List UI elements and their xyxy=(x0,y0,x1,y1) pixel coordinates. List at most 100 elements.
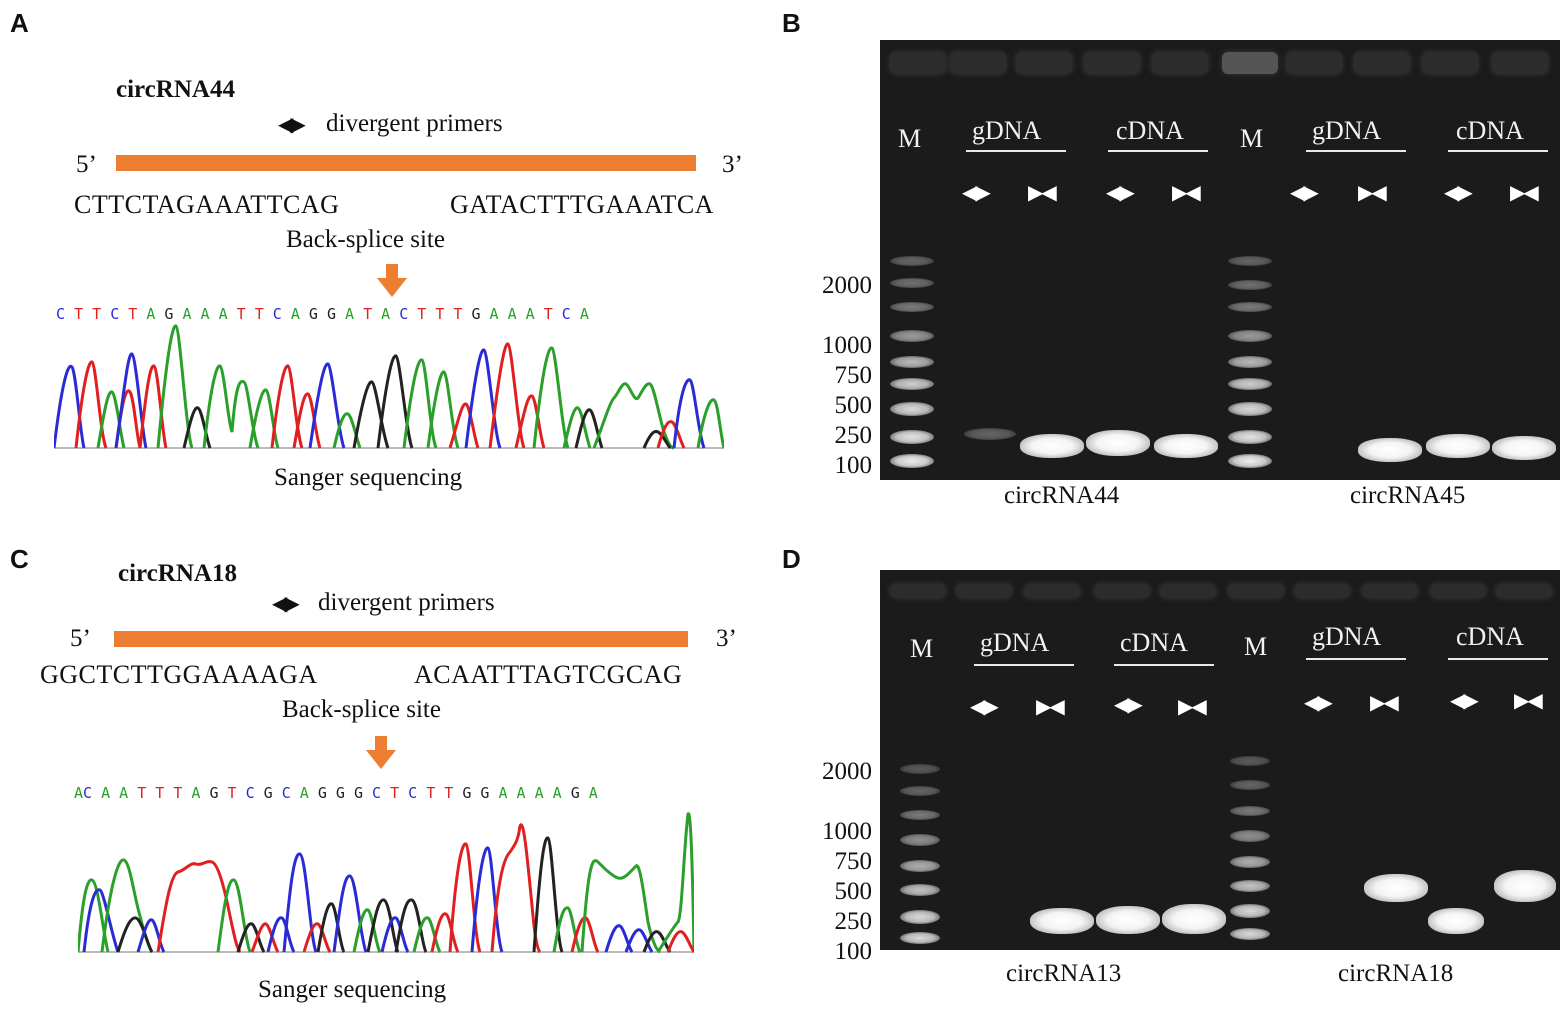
well xyxy=(950,52,1006,74)
five-prime-label: 5’ xyxy=(70,625,91,652)
well xyxy=(1228,584,1284,598)
circrna-bar xyxy=(116,155,696,171)
ladder-band xyxy=(1230,780,1270,790)
chromatogram-c xyxy=(78,812,694,954)
convergent-primer-icon: ▶◀ xyxy=(1370,690,1399,714)
ladder-band xyxy=(1228,280,1272,290)
circrna-bar xyxy=(114,631,688,647)
ladder-band xyxy=(900,932,940,944)
ladder-band xyxy=(1230,830,1270,842)
cdna-label-2: cDNA xyxy=(1456,116,1524,145)
ladder-band xyxy=(1230,928,1270,940)
divergent-primer-icon: ◀▶ xyxy=(1290,180,1319,204)
chromatogram-a xyxy=(54,324,724,450)
cdna-label-1: cDNA xyxy=(1116,116,1184,145)
well xyxy=(1362,584,1418,598)
well xyxy=(1430,584,1486,598)
divergent-primer-icon: ◀▶ xyxy=(1450,688,1479,712)
ladder-band xyxy=(1228,430,1272,444)
ladder-band xyxy=(890,330,934,342)
ladder-band xyxy=(890,378,934,390)
divergent-primer-icon: ◀▶ xyxy=(1114,692,1143,716)
underline xyxy=(1448,150,1548,152)
gel-image-d: M gDNA cDNA M gDNA cDNA ◀▶ ▶◀ ◀▶ ▶◀ ◀▶ ▶… xyxy=(880,570,1560,950)
panel-letter-b: B xyxy=(782,8,801,38)
panel-letter-c: C xyxy=(10,544,29,574)
ladder-band xyxy=(900,884,940,896)
ladder-band xyxy=(900,834,940,846)
ladder-label-100: 100 xyxy=(834,938,873,965)
underline xyxy=(1306,150,1406,152)
ladder-band xyxy=(890,278,934,288)
ladder-label-750: 750 xyxy=(834,362,873,389)
ladder-label-1000: 1000 xyxy=(822,818,872,845)
ladder-band xyxy=(890,302,934,312)
three-prime-label: 3’ xyxy=(716,625,737,652)
underline xyxy=(1306,658,1406,660)
three-prime-label: 3’ xyxy=(722,151,743,178)
ladder-band xyxy=(890,454,934,468)
marker-label-2: M xyxy=(1244,632,1268,661)
ladder-band xyxy=(1228,302,1272,312)
gdna-label-1: gDNA xyxy=(980,628,1050,657)
convergent-primer-icon: ▶◀ xyxy=(1028,180,1057,204)
back-splice-label: Back-splice site xyxy=(286,226,445,253)
convergent-primer-icon: ▶◀ xyxy=(1172,180,1201,204)
well xyxy=(1024,584,1080,598)
cdna-label-1: cDNA xyxy=(1120,628,1188,657)
ladder-band xyxy=(900,786,940,796)
underline xyxy=(1448,658,1548,660)
divergent-primer-icon: ◀▶ xyxy=(1304,690,1333,714)
gdna-label-1: gDNA xyxy=(972,116,1042,145)
sanger-caption: Sanger sequencing xyxy=(258,976,447,1003)
ladder-band xyxy=(900,810,940,820)
ladder-label-500: 500 xyxy=(834,392,873,419)
ladder-band xyxy=(1230,904,1270,918)
chromatogram-base-calls: AC A A T T T A G T C G C A G G G C T C T… xyxy=(74,784,598,802)
convergent-primer-icon: ▶◀ xyxy=(1036,694,1065,718)
ladder-band xyxy=(1230,880,1270,892)
well xyxy=(1084,52,1140,74)
divergent-primer-icon: ◀▶ xyxy=(1444,180,1473,204)
divergent-primers-label: divergent primers xyxy=(318,589,495,616)
sequence-right: ACAATTTAGTCGCAG xyxy=(414,660,683,689)
marker-label-2: M xyxy=(1240,124,1264,153)
cdna-label-2: cDNA xyxy=(1456,622,1524,651)
well xyxy=(1160,584,1216,598)
ladder-band xyxy=(1228,256,1272,266)
well xyxy=(1222,52,1278,74)
ladder-band xyxy=(1228,402,1272,416)
pcr-band xyxy=(1494,870,1556,902)
ladder-band xyxy=(1230,756,1270,766)
ladder-label-100: 100 xyxy=(834,452,873,479)
well xyxy=(1354,52,1410,74)
pcr-band xyxy=(1030,908,1094,934)
ladder-label-250: 250 xyxy=(834,908,873,935)
pcr-band xyxy=(1364,874,1428,902)
gel-label-circrna13: circRNA13 xyxy=(1006,960,1122,987)
gel-label-circrna18: circRNA18 xyxy=(1338,960,1454,987)
ladder-label-750: 750 xyxy=(834,848,873,875)
pcr-band xyxy=(1086,430,1150,456)
convergent-primer-icon: ▶◀ xyxy=(1178,694,1207,718)
pcr-band xyxy=(1020,434,1084,458)
gdna-label-2: gDNA xyxy=(1312,622,1382,651)
well xyxy=(956,584,1012,598)
underline xyxy=(1108,150,1208,152)
well xyxy=(1286,52,1342,74)
sequence-left: GGCTCTTGGAAAAGA xyxy=(40,660,318,689)
divergent-primer-icon: ◀▶ xyxy=(278,112,306,136)
well xyxy=(1152,52,1208,74)
ladder-label-250: 250 xyxy=(834,422,873,449)
well xyxy=(1422,52,1478,74)
arrow-down-icon xyxy=(377,264,407,297)
ladder-band xyxy=(900,860,940,872)
divergent-primers-label: divergent primers xyxy=(326,110,503,137)
ladder-label-500: 500 xyxy=(834,878,873,905)
faint-band xyxy=(964,428,1016,440)
pcr-band xyxy=(1162,904,1226,934)
convergent-primer-icon: ▶◀ xyxy=(1514,688,1543,712)
divergent-primer-icon: ◀▶ xyxy=(962,180,991,204)
ladder-band xyxy=(1230,856,1270,868)
pcr-band xyxy=(1096,906,1160,934)
